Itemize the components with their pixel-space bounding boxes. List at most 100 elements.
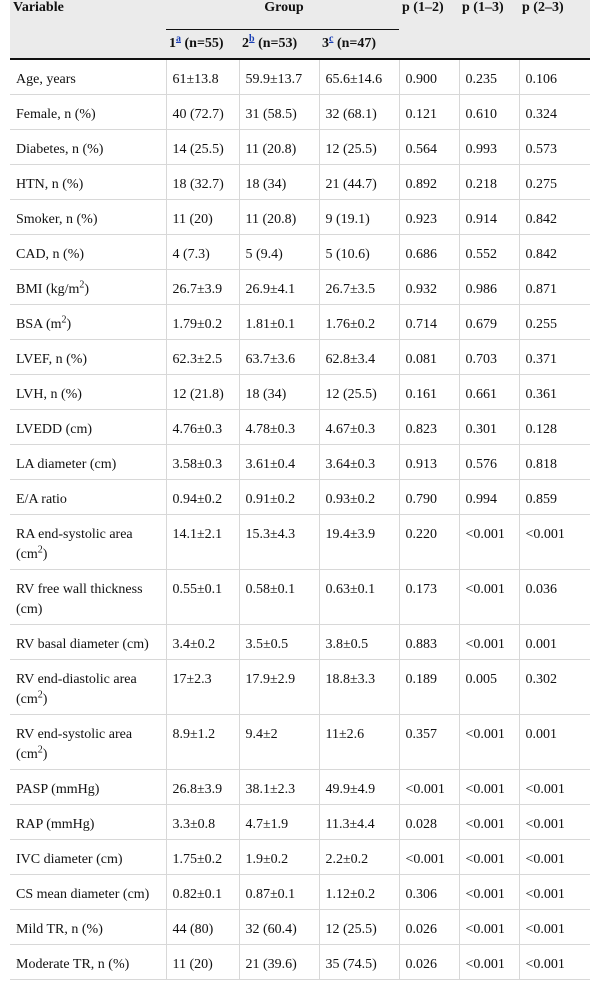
cell-g2: 11 (20.8) [239,199,320,235]
table-row: RV basal diameter (cm) 3.4±0.2 3.5±0.5 3.8±… [10,624,590,660]
cell-g2: 3.5±0.5 [239,624,320,660]
cell-g3: 35 (74.5) [319,944,400,980]
row-label-text: RA end-systolic area (cm [16,527,133,562]
cell-g3: 0.93±0.2 [319,479,400,515]
row-label: LVH, n (%) [10,374,167,410]
cell-g1: 8.9±1.2 [166,714,240,770]
row-label-text: Mild TR, n (%) [16,922,103,937]
row-label-text: CAD, n (%) [16,247,85,262]
row-label-text: LVEDD (cm) [16,422,93,437]
cell-p13: <0.001 [459,804,520,840]
row-label: BSA (m2) [10,304,167,340]
row-label-text: LVH, n (%) [16,387,82,402]
row-label-superscript: 2 [61,314,67,326]
footnote-link-c[interactable]: c [329,33,334,45]
cell-g1: 12 (21.8) [166,374,240,410]
cell-p12: 0.306 [399,874,460,910]
row-label-text: BSA (m [16,317,62,332]
cell-g2: 38.1±2.3 [239,769,320,805]
cell-p23: 0.001 [519,714,590,770]
cell-g2: 9.4±2 [239,714,320,770]
row-label-superscript: 2 [79,279,85,291]
cell-p23: 0.842 [519,234,590,270]
data-table: Variable Group p (1–2) p (1–3) p (2–3) 1… [10,0,590,980]
header-spacer [10,29,166,60]
row-label: CAD, n (%) [10,234,167,270]
cell-p12: 0.913 [399,444,460,480]
row-label-text: RV end-diastolic area (cm [16,672,137,707]
cell-g1: 3.4±0.2 [166,624,240,660]
row-label-suffix: ) [42,692,48,707]
cell-p13: 0.679 [459,304,520,340]
row-label: RV free wall thickness (cm) [10,569,167,625]
cell-p13: <0.001 [459,624,520,660]
group-1-number: 1 [169,36,176,51]
cell-p12: 0.923 [399,199,460,235]
cell-p13: 0.576 [459,444,520,480]
row-label-text: Female, n (%) [16,107,96,122]
cell-g3: 21 (44.7) [319,164,400,200]
cell-g1: 3.3±0.8 [166,804,240,840]
cell-p13: 0.610 [459,94,520,130]
table-row: LA diameter (cm) 3.58±0.3 3.61±0.4 3.64±0.3… [10,444,590,480]
cell-g3: 1.76±0.2 [319,304,400,340]
cell-p23: 0.361 [519,374,590,410]
cell-g1: 17±2.3 [166,659,240,715]
cell-p13: 0.661 [459,374,520,410]
table-row: Moderate TR, n (%) 11 (20) 21 (39.6) 35 (74… [10,944,590,980]
cell-p23: <0.001 [519,769,590,805]
cell-g3: 12 (25.5) [319,374,400,410]
cell-g1: 18 (32.7) [166,164,240,200]
cell-g2: 63.7±3.6 [239,339,320,375]
cell-p13: <0.001 [459,569,520,625]
cell-p12: 0.883 [399,624,460,660]
cell-g2: 11 (20.8) [239,129,320,165]
table-row: Mild TR, n (%) 44 (80) 32 (60.4) 12 (25.5) 0… [10,909,590,945]
header-group: Group [166,0,400,30]
group-3-n: (n=47) [333,36,377,51]
row-label-suffix: ) [42,747,48,762]
cell-g3: 3.8±0.5 [319,624,400,660]
cell-g3: 12 (25.5) [319,129,400,165]
cell-g1: 1.75±0.2 [166,839,240,875]
footnote-link-b[interactable]: b [249,33,255,45]
row-label: RV end-systolic area (cm2) [10,714,167,770]
row-label-superscript: 2 [37,544,43,556]
table-row: RA end-systolic area (cm2) 14.1±2.1 15.3±4… [10,514,590,570]
cell-g1: 3.58±0.3 [166,444,240,480]
cell-g1: 4.76±0.3 [166,409,240,445]
cell-g1: 14 (25.5) [166,129,240,165]
cell-g2: 4.7±1.9 [239,804,320,840]
cell-p23: <0.001 [519,944,590,980]
group-3-number: 3 [322,36,329,51]
cell-g2: 0.58±0.1 [239,569,320,625]
cell-g1: 14.1±2.1 [166,514,240,570]
cell-g3: 0.63±0.1 [319,569,400,625]
cell-p13: <0.001 [459,839,520,875]
table-row: BSA (m2) 1.79±0.2 1.81±0.1 1.76±0.2 0.714 0.6… [10,304,590,340]
cell-g1: 40 (72.7) [166,94,240,130]
footnote-link-a[interactable]: a [176,33,181,45]
cell-p12: 0.357 [399,714,460,770]
cell-p23: <0.001 [519,839,590,875]
table-row: RAP (mmHg) 3.3±0.8 4.7±1.9 11.3±4.4 0.028 <0.… [10,804,590,840]
cell-g2: 18 (34) [239,374,320,410]
row-label-text: RV free wall thickness (cm) [16,582,143,617]
table-row: RV end-diastolic area (cm2) 17±2.3 17.9±2.… [10,659,590,715]
cell-g3: 3.64±0.3 [319,444,400,480]
row-label-superscript: 2 [37,744,43,756]
cell-p13: <0.001 [459,514,520,570]
cell-g3: 62.8±3.4 [319,339,400,375]
row-label-text: LVEF, n (%) [16,352,88,367]
cell-p23: 0.036 [519,569,590,625]
cell-g3: 5 (10.6) [319,234,400,270]
cell-g1: 11 (20) [166,199,240,235]
cell-g3: 11±2.6 [319,714,400,770]
cell-g1: 61±13.8 [166,59,240,95]
row-label-text: Age, years [16,72,76,87]
cell-g2: 0.91±0.2 [239,479,320,515]
cell-p13: <0.001 [459,944,520,980]
cell-p12: 0.173 [399,569,460,625]
row-label: LVEDD (cm) [10,409,167,445]
cell-p23: 0.106 [519,59,590,95]
